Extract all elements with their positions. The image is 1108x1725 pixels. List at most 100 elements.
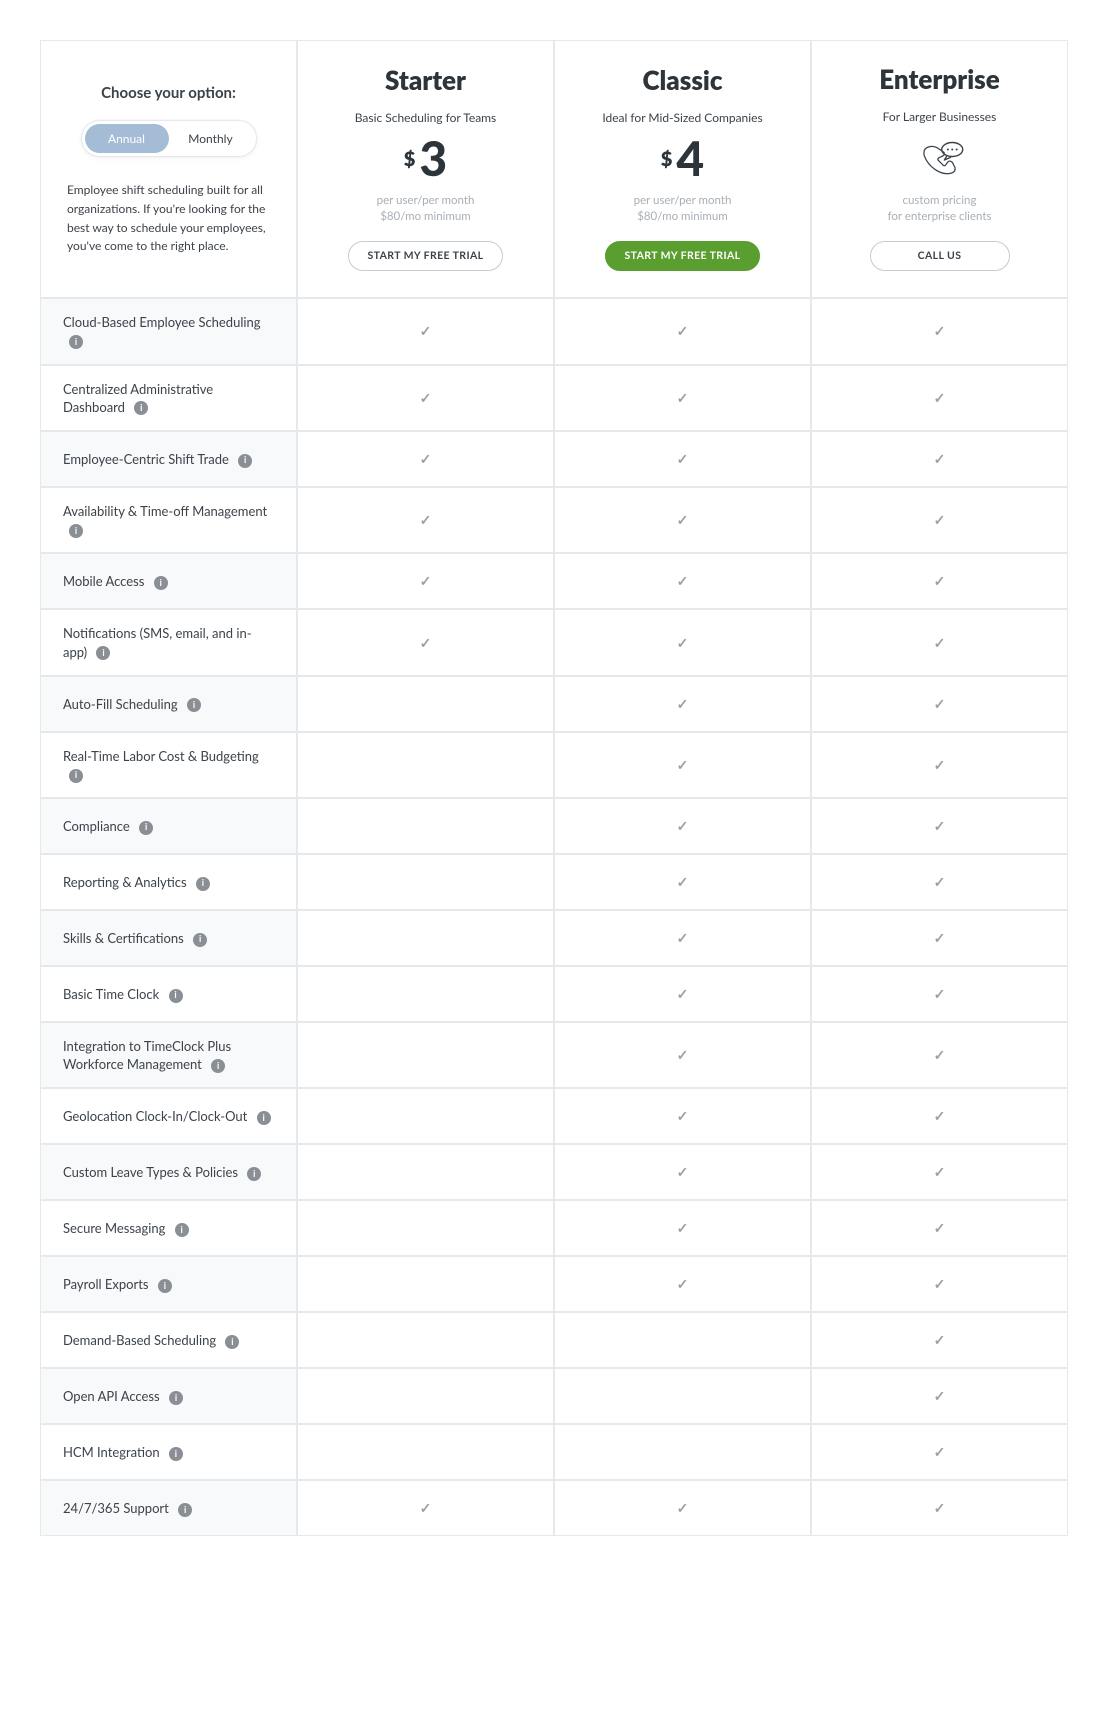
feature-cell-starter [297, 1088, 554, 1144]
info-icon[interactable]: i [69, 769, 83, 783]
feature-row: Integration to TimeClock Plus Workforce … [40, 1022, 1068, 1088]
info-icon[interactable]: i [139, 821, 153, 835]
feature-label-text: Demand-Based Scheduling [63, 1332, 216, 1348]
info-icon[interactable]: i [158, 1279, 172, 1293]
feature-cell-classic: ✓ [554, 1256, 811, 1312]
cta-starter-button[interactable]: START MY FREE TRIAL [348, 241, 502, 271]
feature-row: Auto-Fill Scheduling i ✓ ✓ [40, 676, 1068, 732]
feature-label: Skills & Certifications i [40, 910, 297, 966]
feature-cell-enterprise: ✓ [811, 1256, 1068, 1312]
feature-cell-classic: ✓ [554, 298, 811, 364]
info-icon[interactable]: i [69, 335, 83, 349]
feature-label: Employee-Centric Shift Trade i [40, 431, 297, 487]
feature-cell-starter [297, 1144, 554, 1200]
info-icon[interactable]: i [257, 1111, 271, 1125]
check-icon: ✓ [934, 1387, 946, 1404]
check-icon: ✓ [420, 572, 432, 589]
info-icon[interactable]: i [134, 401, 148, 415]
feature-label-text: Open API Access [63, 1388, 160, 1404]
feature-label: Reporting & Analytics i [40, 854, 297, 910]
info-icon[interactable]: i [169, 1447, 183, 1461]
info-icon[interactable]: i [69, 524, 83, 538]
feature-label-text: Skills & Certifications [63, 930, 184, 946]
feature-cell-classic: ✓ [554, 910, 811, 966]
feature-row: Open API Access i ✓ [40, 1368, 1068, 1424]
cta-enterprise-button[interactable]: CALL US [870, 241, 1010, 271]
feature-label: Notifications (SMS, email, and in-app) i [40, 609, 297, 675]
header-row: Choose your option: Annual Monthly Emplo… [40, 40, 1068, 298]
info-icon[interactable]: i [169, 989, 183, 1003]
cta-classic-button[interactable]: START MY FREE TRIAL [605, 241, 759, 271]
check-icon: ✓ [677, 322, 689, 339]
feature-cell-enterprise: ✓ [811, 431, 1068, 487]
check-icon: ✓ [677, 450, 689, 467]
feature-cell-classic: ✓ [554, 676, 811, 732]
feature-label-text: Geolocation Clock-In/Clock-Out [63, 1108, 247, 1124]
info-icon[interactable]: i [211, 1059, 225, 1073]
info-icon[interactable]: i [196, 877, 210, 891]
feature-cell-enterprise: ✓ [811, 365, 1068, 431]
feature-label: Centralized Administrative Dashboard i [40, 365, 297, 431]
feature-cell-starter [297, 1022, 554, 1088]
feature-label: Custom Leave Types & Policies i [40, 1144, 297, 1200]
feature-label: Basic Time Clock i [40, 966, 297, 1022]
info-icon[interactable]: i [96, 646, 110, 660]
check-icon: ✓ [677, 634, 689, 651]
toggle-annual-button[interactable]: Annual [85, 124, 169, 153]
info-icon[interactable]: i [178, 1503, 192, 1517]
check-icon: ✓ [677, 1046, 689, 1063]
feature-row: Employee-Centric Shift Trade i✓✓✓ [40, 431, 1068, 487]
plan-name: Starter [316, 64, 535, 96]
info-icon[interactable]: i [154, 576, 168, 590]
check-icon: ✓ [934, 695, 946, 712]
feature-cell-enterprise: ✓ [811, 854, 1068, 910]
check-icon: ✓ [677, 1275, 689, 1292]
feature-cell-enterprise: ✓ [811, 1312, 1068, 1368]
toggle-monthly-button[interactable]: Monthly [169, 124, 253, 153]
check-icon: ✓ [677, 817, 689, 834]
feature-label: Auto-Fill Scheduling i [40, 676, 297, 732]
check-icon: ✓ [677, 756, 689, 773]
feature-label: HCM Integration i [40, 1424, 297, 1480]
check-icon: ✓ [420, 322, 432, 339]
plan-name: Classic [573, 64, 792, 96]
info-icon[interactable]: i [238, 454, 252, 468]
phone-call-icon [912, 138, 968, 182]
check-icon: ✓ [934, 1275, 946, 1292]
check-icon: ✓ [677, 1107, 689, 1124]
feature-label: Secure Messaging i [40, 1200, 297, 1256]
check-icon: ✓ [934, 450, 946, 467]
feature-cell-starter [297, 966, 554, 1022]
plan-name: Enterprise [830, 63, 1049, 95]
feature-label-text: Cloud-Based Employee Scheduling [63, 314, 261, 330]
info-icon[interactable]: i [169, 1391, 183, 1405]
feature-cell-classic: ✓ [554, 609, 811, 675]
currency: $ [661, 149, 673, 169]
feature-label: 24/7/365 Support i [40, 1480, 297, 1536]
feature-cell-starter [297, 854, 554, 910]
check-icon: ✓ [934, 634, 946, 651]
info-icon[interactable]: i [225, 1335, 239, 1349]
feature-cell-enterprise: ✓ [811, 1480, 1068, 1536]
feature-cell-classic [554, 1424, 811, 1480]
feature-cell-classic: ✓ [554, 1480, 811, 1536]
check-icon: ✓ [934, 511, 946, 528]
info-icon[interactable]: i [175, 1223, 189, 1237]
feature-cell-starter [297, 676, 554, 732]
price-note-1: custom pricing [830, 193, 1049, 209]
feature-row: 24/7/365 Support i✓✓✓ [40, 1480, 1068, 1536]
info-icon[interactable]: i [247, 1167, 261, 1181]
check-icon: ✓ [420, 634, 432, 651]
feature-cell-classic [554, 1368, 811, 1424]
feature-cell-classic: ✓ [554, 553, 811, 609]
feature-cell-starter: ✓ [297, 487, 554, 553]
feature-label: Integration to TimeClock Plus Workforce … [40, 1022, 297, 1088]
info-icon[interactable]: i [187, 698, 201, 712]
feature-row: Notifications (SMS, email, and in-app) i… [40, 609, 1068, 675]
feature-cell-enterprise: ✓ [811, 798, 1068, 854]
feature-cell-enterprise: ✓ [811, 1200, 1068, 1256]
info-icon[interactable]: i [193, 933, 207, 947]
feature-cell-enterprise: ✓ [811, 676, 1068, 732]
currency: $ [404, 149, 416, 169]
check-icon: ✓ [934, 1107, 946, 1124]
